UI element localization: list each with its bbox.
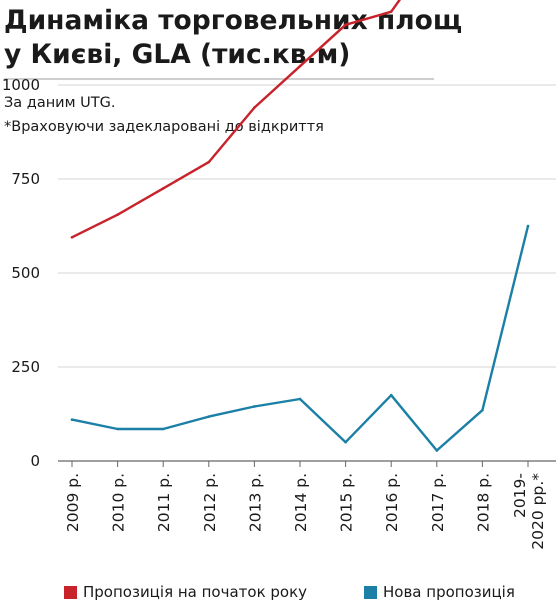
x-tick-label-line: 2019- — [511, 473, 529, 518]
x-tick-label: 2014 р. — [292, 473, 310, 532]
x-tick-label: 2017 р. — [429, 473, 447, 532]
data-point-series-1 — [116, 213, 119, 217]
series-lines — [70, 0, 530, 452]
x-tick-label-line: 2017 р. — [429, 473, 447, 532]
x-tick-label: 2010 р. — [110, 473, 128, 532]
chart-title-line-1: Динаміка торговельних площ — [4, 5, 463, 36]
x-tick-label: 2013 р. — [246, 473, 264, 532]
legend-swatch-series-2 — [364, 585, 377, 599]
x-tick-label: 2009 р. — [64, 473, 82, 532]
gridlines — [58, 84, 556, 368]
x-tick-label-line: 2012 р. — [201, 473, 219, 532]
data-point-series-2 — [526, 224, 530, 228]
x-tick-label: 2018 р. — [474, 473, 492, 532]
x-tick-label-line: 2009 р. — [64, 473, 82, 532]
data-point-series-2 — [207, 415, 211, 418]
legend-item-series-1: Пропозиція на початок року — [64, 582, 307, 602]
x-tick-label: 2015 р. — [338, 473, 356, 532]
x-tick-label: 2012 р. — [201, 473, 219, 532]
y-axis: 0250500750100012501500 — [2, 76, 40, 470]
x-tick-label-line: 2013 р. — [246, 473, 264, 532]
data-point-series-1 — [70, 235, 74, 239]
legend-label-series-1: Пропозиція на початок року — [83, 583, 308, 601]
x-axis: 2009 р. 2010 р. 2011 р. 2012 р. 2013 р. 2014 … — [58, 460, 556, 550]
data-point-series-2 — [435, 449, 439, 452]
title-divider — [4, 78, 434, 80]
x-tick-label-line: 2016 р. — [383, 473, 401, 532]
y-tick-label: 0 — [30, 452, 40, 470]
legend-item-series-2: Нова пропозиція — [364, 582, 515, 602]
data-point-series-1 — [253, 106, 256, 109]
data-point-series-1 — [344, 23, 347, 27]
x-tick-label: 2011 р. — [155, 473, 173, 532]
data-point-series-2 — [70, 418, 74, 421]
data-point-series-2 — [389, 393, 393, 397]
x-tick-label-line: 2020 рр.* — [529, 473, 547, 550]
data-point-series-2 — [161, 427, 165, 431]
x-tick-label-line: 2014 р. — [292, 473, 310, 532]
chart-title-line-2: у Києві, GLA (тис.кв.м) — [4, 39, 351, 70]
data-point-series-2 — [116, 427, 119, 431]
x-tick-label-line: 2011 р. — [155, 473, 173, 532]
footnote: *Враховуючи задекларовані до відкриття — [4, 119, 324, 135]
series-line-2 — [70, 224, 530, 452]
data-point-series-1 — [161, 187, 165, 190]
data-point-series-1 — [389, 10, 393, 13]
data-point-series-1 — [207, 160, 211, 164]
series-line-1 — [70, 0, 402, 239]
x-tick-label: 2019-2020 рр.* — [511, 473, 547, 550]
y-tick-label: 750 — [11, 170, 40, 188]
x-tick-label-line: 2015 р. — [338, 473, 356, 532]
data-point-series-2 — [344, 440, 347, 444]
y-tick-label: 500 — [11, 264, 40, 282]
chart-title: Динаміка торговельних площ у Києві, GLA … — [4, 4, 552, 72]
x-tick-label-line: 2010 р. — [110, 473, 128, 532]
source-note: За даним UTG. — [4, 95, 116, 111]
data-point-series-2 — [253, 405, 256, 408]
data-point-series-2 — [298, 397, 302, 401]
y-tick-label: 250 — [11, 358, 40, 376]
data-point-series-2 — [481, 408, 484, 412]
legend-swatch-series-1 — [64, 585, 77, 599]
y-tick-label: 1000 — [2, 76, 40, 94]
x-tick-label: 2016 р. — [383, 473, 401, 532]
x-tick-label-line: 2018 р. — [474, 473, 492, 532]
legend-label-series-2: Нова пропозиція — [383, 583, 515, 601]
data-point-series-1 — [298, 64, 302, 68]
